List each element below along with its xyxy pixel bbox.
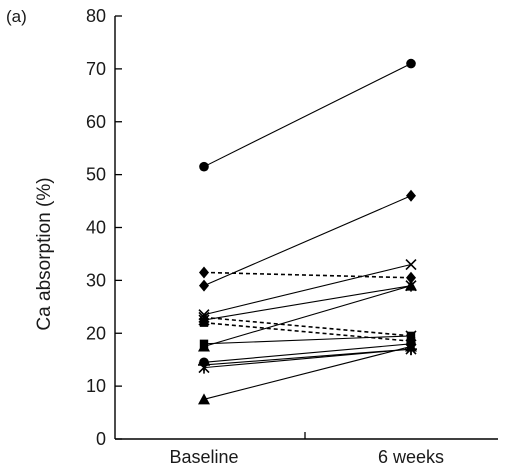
square-marker bbox=[199, 318, 209, 327]
x-category-label: Baseline bbox=[169, 447, 238, 467]
series-line bbox=[203, 271, 412, 279]
triangle-marker bbox=[405, 340, 417, 352]
diamond-marker bbox=[199, 266, 209, 279]
markers-layer bbox=[198, 58, 417, 405]
y-tick-label: 10 bbox=[86, 376, 106, 396]
series-line bbox=[203, 263, 412, 316]
x-category-label: 6 weeks bbox=[378, 447, 444, 467]
diamond-marker bbox=[406, 189, 416, 202]
series-line bbox=[203, 285, 412, 321]
triangle-marker bbox=[405, 279, 417, 291]
y-tick-label: 80 bbox=[86, 6, 106, 26]
series-line bbox=[203, 63, 412, 168]
series-line bbox=[203, 345, 412, 400]
square-marker bbox=[406, 331, 416, 341]
series-line bbox=[203, 195, 412, 287]
square-marker bbox=[199, 339, 209, 349]
x-marker bbox=[405, 258, 417, 271]
series-line bbox=[203, 348, 412, 369]
series-line bbox=[203, 316, 412, 337]
series-line bbox=[203, 285, 412, 347]
series-line bbox=[203, 343, 412, 363]
y-tick-label: 50 bbox=[86, 165, 106, 185]
y-tick-label: 0 bbox=[96, 429, 106, 449]
y-tick-label: 70 bbox=[86, 59, 106, 79]
circle-marker bbox=[406, 58, 416, 69]
series-lines-layer bbox=[203, 63, 412, 400]
ticks-layer: 0 10 20 30 40 50 60 70 80 Baseline 6 weeks bbox=[86, 6, 444, 467]
y-axis-title: Ca absorption (%) bbox=[34, 177, 55, 330]
y-tick-label: 60 bbox=[86, 112, 106, 132]
y-tick-label: 20 bbox=[86, 323, 106, 343]
panel-label: (a) bbox=[6, 7, 27, 26]
series-line bbox=[203, 335, 412, 345]
circle-marker bbox=[199, 161, 209, 172]
asterisk-marker bbox=[198, 361, 210, 374]
series-line bbox=[203, 321, 412, 342]
y-tick-label: 40 bbox=[86, 218, 106, 238]
diamond-marker bbox=[406, 271, 416, 284]
y-tick-label: 30 bbox=[86, 270, 106, 290]
triangle-marker bbox=[198, 393, 210, 405]
diamond-marker bbox=[199, 279, 209, 292]
